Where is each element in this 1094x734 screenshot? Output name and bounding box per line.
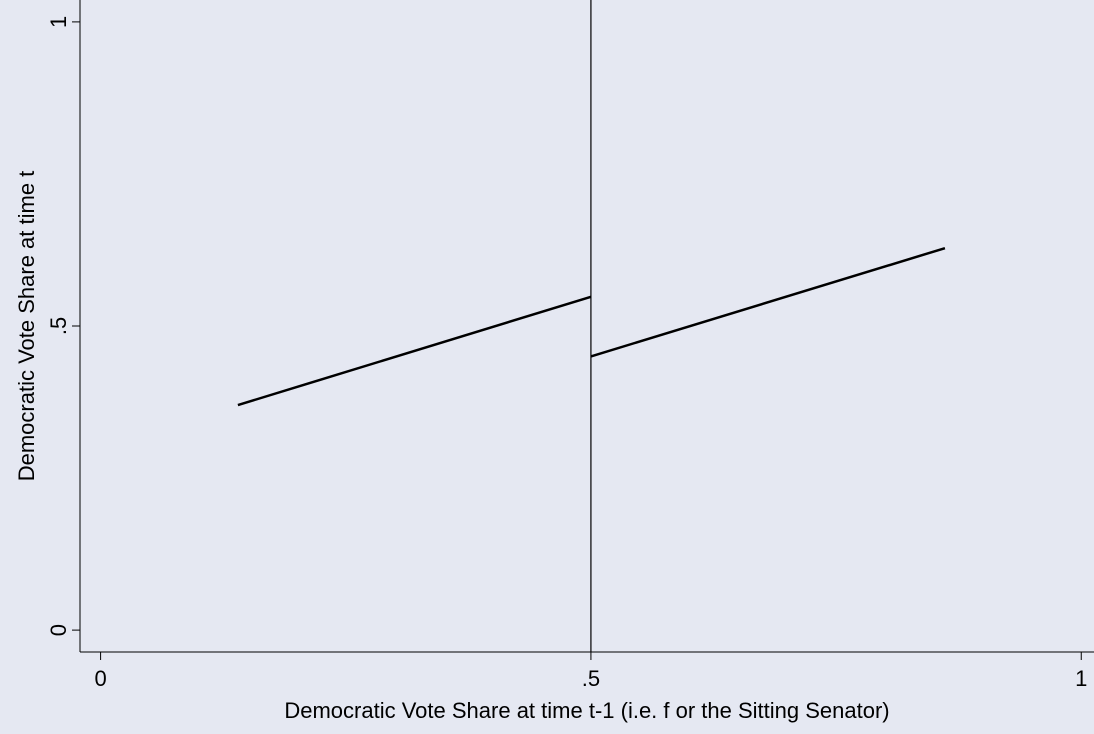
- y-tick-label: 0: [46, 624, 71, 636]
- line-series: [237, 295, 592, 407]
- x-tick-label: 0: [94, 666, 106, 691]
- x-axis-title: Democratic Vote Share at time t-1 (i.e. …: [284, 698, 889, 723]
- x-tick-label: .5: [582, 666, 600, 691]
- x-tick-label: 1: [1075, 666, 1087, 691]
- y-axis-title: Democratic Vote Share at time t: [14, 171, 39, 482]
- y-tick-label: 1: [46, 16, 71, 28]
- y-tick-label: .5: [46, 317, 71, 335]
- line-series: [590, 246, 946, 358]
